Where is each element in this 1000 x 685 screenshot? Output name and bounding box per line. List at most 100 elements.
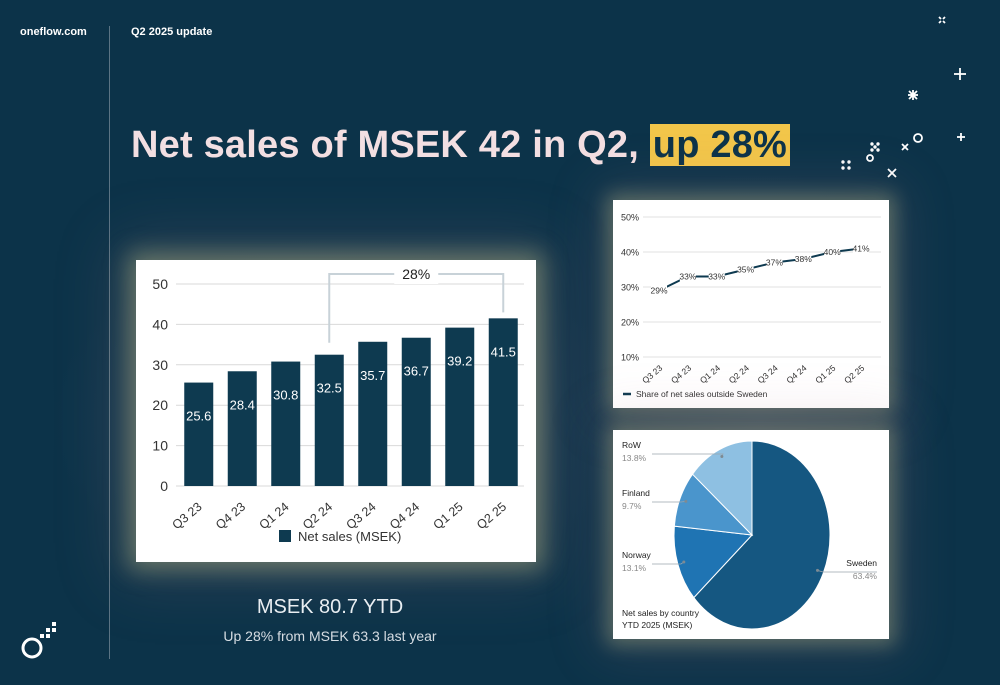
slice-percent: 9.7% xyxy=(622,501,642,511)
x-tick-label: Q1 24 xyxy=(698,363,722,386)
x-tick-label: Q1 24 xyxy=(257,500,292,533)
bar-data-label: 39.2 xyxy=(447,354,472,369)
legend-label: Share of net sales outside Sweden xyxy=(636,389,768,399)
sparkle-ring-icon xyxy=(913,133,923,143)
line-data-label: 35% xyxy=(737,265,754,275)
slice-percent: 63.4% xyxy=(853,571,878,581)
x-tick-label: Q3 23 xyxy=(170,500,205,533)
ytd-total: MSEK 80.7 YTD xyxy=(256,596,404,618)
line-data-label: 33% xyxy=(708,272,725,282)
sparkle-x-icon xyxy=(938,16,946,24)
line-chart-svg: 10% 20% 30% 40% 50% 29% Q3 23 33% Q4 23 33% Q1 24 3… xyxy=(621,213,881,399)
leader-dot xyxy=(815,568,819,572)
sales-by-country-pie-chart: Sweden 63.4% Norway 13.1% Finland 9.7% RoW 13.8… xyxy=(613,430,889,639)
slice-label: RoW xyxy=(622,440,641,450)
bar-data-label: 32.5 xyxy=(317,381,342,396)
y-tick-label: 20% xyxy=(621,318,639,328)
slice-percent: 13.1% xyxy=(622,563,647,573)
sparkle-dots-icon xyxy=(841,160,851,170)
leader-dot xyxy=(720,455,724,459)
data-label-bg xyxy=(824,246,841,257)
x-tick-label: Q4 24 xyxy=(387,500,422,533)
data-label-bg xyxy=(795,253,812,264)
pie-chart-svg: Sweden 63.4% Norway 13.1% Finland 9.7% RoW 13.8… xyxy=(622,440,878,630)
ytd-growth-note: Up 28% from MSEK 63.3 last year xyxy=(223,628,437,644)
sparkle-plus-icon xyxy=(957,133,965,141)
y-tick-label: 10 xyxy=(152,438,168,454)
x-tick-label: Q2 25 xyxy=(842,363,866,386)
leader-line xyxy=(652,501,686,503)
data-label-bg xyxy=(679,270,696,282)
x-tick-label: Q2 24 xyxy=(727,363,751,386)
y-tick-label: 30 xyxy=(152,357,168,373)
annotation-bg xyxy=(394,264,439,284)
bar-data-label: 25.6 xyxy=(186,409,211,424)
x-tick-label: Q1 25 xyxy=(813,363,837,386)
leader-line xyxy=(817,569,877,573)
bar xyxy=(314,354,344,486)
sparkle-plus-icon xyxy=(954,68,966,80)
title-highlight: up 28% xyxy=(649,124,791,166)
x-tick-label: Q3 23 xyxy=(640,363,664,386)
bar xyxy=(401,337,431,486)
legend-label: Net sales (MSEK) xyxy=(298,529,401,544)
y-tick-label: 50% xyxy=(621,213,639,223)
pie-title-line: YTD 2025 (MSEK) xyxy=(622,620,693,630)
line-data-label: 41% xyxy=(852,244,869,254)
pie-slice xyxy=(691,440,753,537)
y-tick-label: 40% xyxy=(621,248,639,258)
report-label: Q2 2025 update xyxy=(131,26,213,38)
x-tick-label: Q4 24 xyxy=(784,363,808,386)
bar xyxy=(488,318,518,486)
growth-annotation: 28% xyxy=(402,266,430,282)
leader-dot xyxy=(682,560,686,564)
x-tick-label: Q2 25 xyxy=(474,500,509,533)
y-tick-label: 50 xyxy=(152,276,168,292)
line-data-label: 33% xyxy=(679,272,696,282)
line-data-label: 37% xyxy=(766,258,783,268)
net-sales-bar-chart: 0 10 20 30 40 50 25.6 Q3 23 28.4 Q4 23 30.8 Q1 24 32… xyxy=(136,260,536,562)
x-tick-label: Q3 24 xyxy=(756,363,780,386)
bar-data-label: 28.4 xyxy=(230,397,255,412)
sparkle-ring-icon xyxy=(866,154,874,162)
slice-percent: 13.8% xyxy=(622,453,647,463)
data-label-bg xyxy=(651,284,667,296)
slice-label: Sweden xyxy=(846,558,877,568)
bar xyxy=(271,361,301,486)
bar-data-label: 35.7 xyxy=(360,368,385,383)
brand-link[interactable]: oneflow.com xyxy=(20,26,87,38)
y-tick-label: 20 xyxy=(152,397,168,413)
sparkle-x-icon xyxy=(887,168,897,178)
bar xyxy=(184,382,214,486)
x-tick-label: Q3 24 xyxy=(344,500,379,533)
y-tick-label: 10% xyxy=(621,353,639,363)
bar-chart-svg: 0 10 20 30 40 50 25.6 Q3 23 28.4 Q4 23 30.8 Q1 24 32… xyxy=(152,264,524,544)
share-outside-sweden-chart: 10% 20% 30% 40% 50% 29% Q3 23 33% Q4 23 33% Q1 24 3… xyxy=(613,200,889,408)
pie-slice xyxy=(693,440,831,630)
title-main: Net sales of MSEK 42 in Q2, xyxy=(131,124,640,166)
bar xyxy=(227,371,257,486)
sparkle-burst-icon xyxy=(908,90,918,100)
y-tick-label: 30% xyxy=(621,283,639,293)
slice-label: Finland xyxy=(622,488,650,498)
slice-label: Norway xyxy=(622,550,652,560)
data-label-bg xyxy=(708,270,725,282)
data-label-bg xyxy=(853,242,869,254)
sparkle-x-icon xyxy=(901,143,909,151)
x-tick-label: Q4 23 xyxy=(213,500,248,533)
bar xyxy=(445,327,475,486)
legend-swatch xyxy=(279,530,291,542)
line-data-label: 40% xyxy=(824,247,841,257)
x-tick-label: Q1 25 xyxy=(431,500,466,533)
oneflow-logo-icon xyxy=(21,622,56,659)
bar-data-label: 41.5 xyxy=(491,344,516,359)
data-label-bg xyxy=(737,263,754,275)
x-tick-label: Q4 23 xyxy=(669,363,693,386)
data-label-bg xyxy=(766,256,783,268)
pie-title-line: Net sales by country xyxy=(622,608,700,618)
x-tick-label: Q2 24 xyxy=(300,500,335,533)
line-data-label: 38% xyxy=(795,254,812,264)
y-tick-label: 0 xyxy=(160,478,168,494)
bar-data-label: 36.7 xyxy=(404,364,429,379)
bar xyxy=(358,341,388,486)
